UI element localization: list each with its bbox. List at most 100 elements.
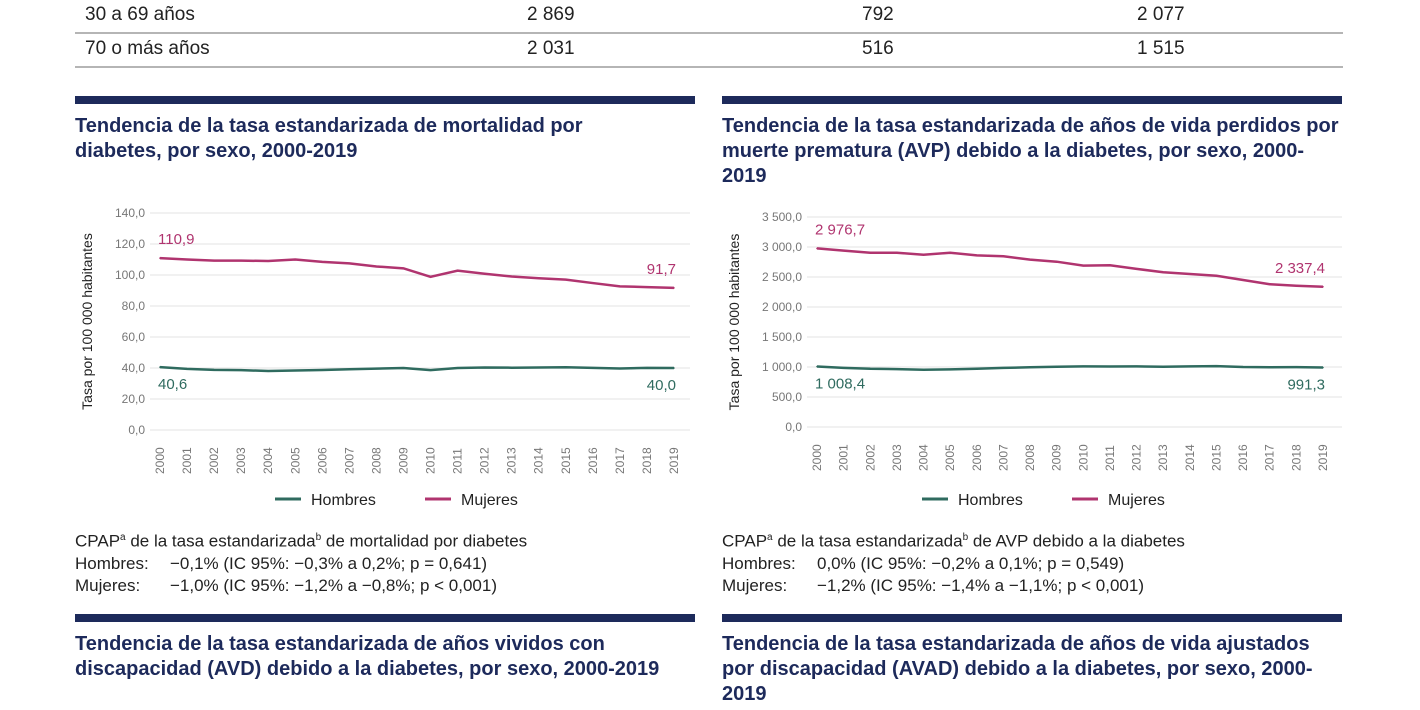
data-point — [1002, 367, 1005, 369]
data-point — [1029, 366, 1031, 369]
data-point — [375, 367, 378, 370]
data-point — [294, 369, 297, 372]
series-line-hombres — [816, 364, 1324, 371]
x-tick-label: 2019 — [667, 447, 681, 474]
x-tick-label: 2013 — [1156, 444, 1170, 471]
data-point — [348, 368, 351, 371]
x-tick-label: 2017 — [613, 447, 627, 474]
data-point — [673, 287, 675, 289]
chart-title-avp: Tendencia de la tasa estandarizada de añ… — [722, 115, 1339, 187]
x-tick-label: 2015 — [1209, 444, 1223, 471]
x-tick-label: 2001 — [837, 444, 851, 471]
x-tick-label: 2003 — [890, 444, 904, 471]
data-point — [922, 368, 925, 371]
data-point — [619, 285, 621, 288]
data-point — [213, 369, 215, 371]
legend-label: Mujeres — [1108, 492, 1165, 509]
x-tick-label: 2018 — [640, 447, 654, 474]
data-point — [1135, 365, 1138, 368]
data-point — [1189, 273, 1191, 275]
data-point — [896, 368, 898, 370]
data-point — [240, 259, 242, 262]
x-tick-label: 2000 — [810, 444, 824, 471]
data-point — [1322, 285, 1324, 288]
data-point — [159, 257, 161, 259]
data-point — [348, 262, 351, 265]
series-line-hombres — [159, 365, 675, 373]
x-tick-label: 2007 — [342, 447, 356, 474]
x-tick-label: 2014 — [1183, 444, 1197, 471]
x-tick-label: 2013 — [505, 447, 519, 474]
x-tick-label: 2016 — [1236, 444, 1250, 471]
table-row: 70 o más años 2 031 516 1 515 — [75, 34, 1343, 68]
series-line-mujeres — [159, 256, 675, 290]
x-tick-label: 2012 — [1130, 444, 1144, 471]
x-tick-label: 2016 — [586, 447, 600, 474]
data-point — [592, 282, 594, 284]
data-point — [1295, 284, 1298, 287]
y-tick-label: 20,0 — [122, 392, 146, 406]
x-tick-label: 2006 — [970, 444, 984, 471]
y-tick-label: 1 500,0 — [762, 330, 802, 344]
y-tick-label: 3 500,0 — [762, 210, 802, 224]
y-tick-label: 2 000,0 — [762, 300, 802, 314]
data-point — [267, 260, 270, 262]
y-tick-label: 0,0 — [128, 423, 145, 437]
data-point — [429, 369, 432, 371]
data-point — [592, 367, 594, 369]
data-point — [1162, 271, 1165, 273]
data-point — [510, 366, 513, 369]
data-point — [1109, 365, 1111, 368]
section-divider — [722, 96, 1342, 104]
data-point — [1322, 366, 1324, 369]
x-tick-label: 2011 — [1103, 445, 1117, 471]
x-tick-label: 2000 — [153, 447, 167, 474]
x-tick-label: 2019 — [1316, 444, 1330, 471]
x-tick-label: 2015 — [559, 447, 573, 474]
chart-title-mortality: Tendencia de la tasa estandarizada de mo… — [75, 115, 583, 162]
data-point — [402, 267, 405, 270]
data-point — [564, 366, 567, 369]
y-tick-label: 2 500,0 — [762, 270, 802, 284]
y-tick-label: 3 000,0 — [762, 240, 802, 254]
y-tick-label: 80,0 — [122, 299, 146, 313]
x-tick-label: 2008 — [369, 447, 383, 474]
data-point — [510, 275, 513, 278]
data-point — [267, 370, 270, 372]
y-tick-label: 120,0 — [115, 237, 145, 251]
y-tick-label: 100,0 — [115, 268, 145, 282]
end-data-label: 2 337,4 — [1275, 260, 1325, 277]
data-point — [619, 367, 621, 370]
data-point — [1082, 365, 1085, 368]
x-tick-label: 2011 — [451, 448, 465, 474]
table-row: 30 a 69 años 2 869 792 2 077 — [75, 0, 1343, 34]
data-point — [869, 368, 872, 370]
data-point — [1268, 283, 1271, 285]
data-point — [816, 365, 818, 368]
data-point — [483, 272, 486, 275]
data-point — [537, 277, 540, 280]
x-tick-label: 2001 — [180, 447, 194, 474]
data-point — [564, 278, 567, 281]
data-point — [537, 366, 540, 369]
data-point — [816, 247, 818, 250]
end-data-label: 991,3 — [1287, 377, 1325, 394]
table-cell: 792 — [862, 4, 894, 25]
data-point — [321, 369, 324, 371]
legend-label: Mujeres — [461, 492, 518, 509]
data-point — [1109, 264, 1111, 267]
data-point — [1215, 275, 1218, 277]
section-divider — [722, 614, 1342, 622]
data-point — [1002, 255, 1005, 258]
data-point — [1242, 279, 1244, 281]
data-point — [1215, 365, 1218, 367]
data-point — [1055, 260, 1058, 263]
x-tick-label: 2009 — [1050, 444, 1064, 471]
data-point — [1135, 268, 1138, 270]
data-point — [456, 367, 459, 369]
end-data-label: 91,7 — [647, 261, 676, 278]
x-tick-label: 2005 — [288, 447, 302, 474]
x-tick-label: 2004 — [261, 447, 275, 474]
x-tick-label: 2014 — [532, 447, 546, 474]
section-divider — [75, 614, 695, 622]
